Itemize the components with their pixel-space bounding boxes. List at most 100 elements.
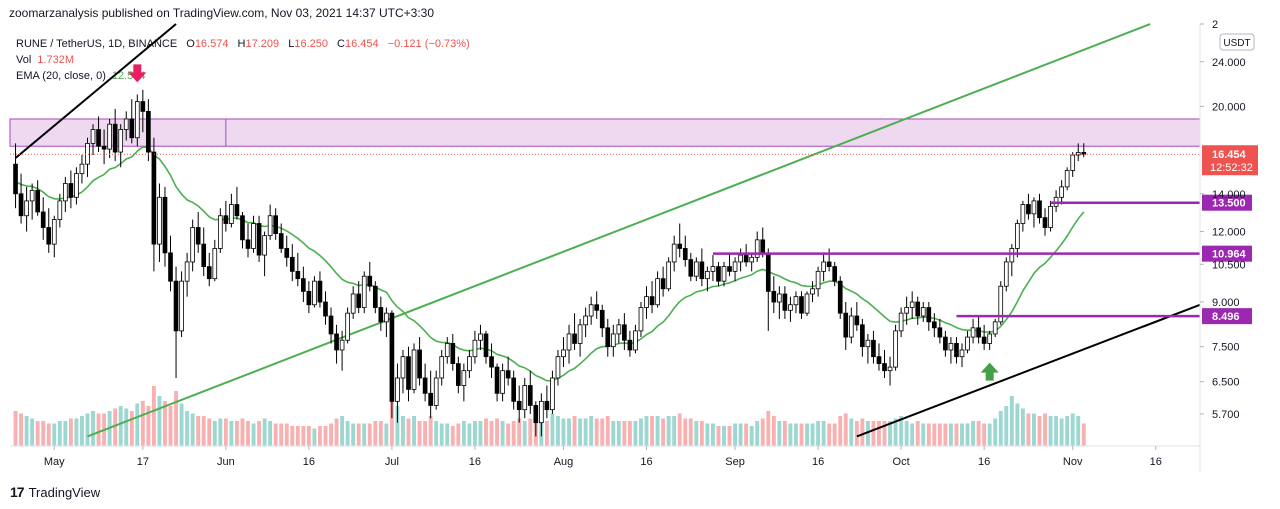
y-tick-label: 6.500: [1212, 377, 1240, 389]
candle-body: [727, 266, 732, 272]
chart-legend: RUNE / TetherUS, 1D, BINANCE O16.574 H17…: [16, 36, 470, 84]
volume-bar: [965, 423, 970, 446]
volume-bar: [727, 426, 732, 446]
volume-bar: [893, 418, 898, 446]
candle: [599, 304, 605, 338]
legend-volume-row[interactable]: Vol 1.732M: [16, 52, 470, 68]
candle-body: [1003, 261, 1009, 287]
volume-bar: [805, 423, 809, 446]
candle: [959, 343, 965, 368]
volume-bar: [749, 426, 754, 446]
volume-bar: [1004, 406, 1009, 446]
volume-bar: [257, 421, 262, 446]
volume-bar: [843, 413, 848, 446]
candle: [24, 186, 29, 232]
candle-body: [716, 266, 721, 282]
volume-bar: [987, 423, 992, 446]
footer-brand[interactable]: 17 TradingView: [10, 484, 100, 500]
legend-ema-label: EMA (20, close, 0): [16, 70, 106, 82]
volume-bar: [1043, 413, 1047, 446]
candle: [317, 271, 323, 308]
candle: [112, 108, 118, 162]
volume-bar: [644, 416, 649, 446]
candle: [428, 370, 433, 419]
candle: [743, 244, 749, 267]
footer-brand-text: TradingView: [28, 484, 101, 500]
candle: [998, 281, 1004, 325]
candle-body: [821, 261, 826, 272]
volume-bar: [13, 411, 18, 446]
candle: [920, 302, 926, 322]
candle-body: [262, 235, 267, 256]
candle-body: [616, 324, 622, 335]
x-tick-label: 16: [469, 456, 481, 468]
candle-body: [229, 204, 234, 224]
candle: [206, 252, 212, 287]
legend-ohlc-row: RUNE / TetherUS, 1D, BINANCE O16.574 H17…: [16, 36, 470, 52]
volume-bar: [279, 423, 284, 446]
volume-bar: [511, 421, 516, 446]
legend-symbol[interactable]: RUNE / TetherUS, 1D, BINANCE: [16, 38, 178, 50]
volume-bar: [788, 423, 793, 446]
candle-body: [959, 349, 965, 358]
volume-bar: [943, 423, 948, 446]
volume-bar: [976, 421, 981, 446]
volume-bar: [1048, 416, 1053, 446]
candle: [57, 193, 63, 228]
candle: [461, 363, 467, 402]
candle-body: [865, 339, 871, 348]
candle-body: [561, 349, 566, 358]
candle-body: [965, 336, 970, 351]
candle-body: [660, 278, 666, 290]
candle: [588, 296, 594, 325]
candle: [389, 310, 395, 419]
candle: [976, 316, 981, 344]
candle: [693, 257, 699, 282]
candle-body: [710, 266, 716, 272]
volume-bar: [782, 421, 787, 446]
volume-bar: [954, 423, 959, 446]
volume-bar: [118, 406, 123, 446]
candle-body: [848, 315, 854, 338]
candle: [699, 248, 705, 287]
candle: [46, 208, 52, 253]
volume-bar: [733, 423, 738, 446]
candle: [826, 248, 832, 272]
volume-bars: [13, 386, 1086, 446]
volume-bar: [19, 413, 24, 446]
candle-body: [295, 270, 301, 280]
volume-bar: [694, 421, 699, 446]
candle: [1042, 208, 1048, 236]
candle: [727, 252, 732, 277]
legend-open: 16.574: [194, 38, 229, 50]
candle: [1059, 180, 1064, 205]
candle-body: [533, 405, 539, 424]
candle-body: [583, 315, 588, 326]
candle-body: [345, 312, 350, 341]
candle-body: [992, 321, 998, 335]
volume-bar: [91, 411, 95, 446]
candle: [40, 197, 46, 240]
volume-bar: [484, 418, 488, 446]
volume-bar: [854, 421, 859, 446]
candle: [184, 252, 190, 297]
candle: [948, 337, 954, 364]
candle: [406, 346, 411, 402]
candle-body: [810, 288, 815, 295]
candle-body: [898, 312, 904, 332]
trendlines: [14, 23, 1201, 438]
candle: [622, 313, 627, 350]
candle: [627, 330, 633, 357]
candle-body: [633, 330, 638, 351]
candle: [51, 215, 57, 258]
candle: [240, 211, 245, 249]
candle: [422, 363, 428, 402]
currency-label: USDT: [1223, 38, 1250, 49]
candle-body: [234, 204, 240, 217]
volume-bar: [688, 418, 693, 446]
candle: [278, 223, 284, 253]
volume-bar: [340, 416, 345, 446]
candle-body: [832, 266, 838, 282]
volume-bar: [722, 426, 726, 446]
